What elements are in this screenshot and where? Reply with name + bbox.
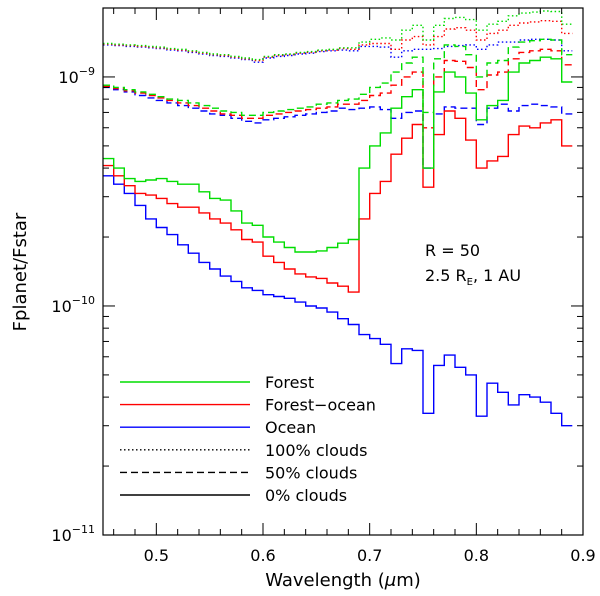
annotation-resolution: R = 50 [425, 241, 480, 260]
series-forest-ocean-0-clouds [103, 110, 573, 293]
legend-label-3: 100% clouds [265, 441, 368, 460]
y-tick-label: 10−11 [51, 523, 95, 545]
annotation-planet: 2.5 RE, 1 AU [425, 266, 521, 288]
legend-label-5: 0% clouds [265, 486, 347, 505]
x-tick-label: 0.9 [570, 546, 595, 565]
ticks-layer: 0.5 0.6 0.7 0.8 0.9 10−9 10−10 10−11 [51, 8, 596, 565]
series-layer [103, 10, 573, 427]
series-forest-100-clouds [103, 10, 573, 61]
legend-label-4: 50% clouds [265, 463, 357, 482]
y-axis-label: Fplanet/Fstar [10, 212, 31, 331]
x-tick-label: 0.6 [250, 546, 275, 565]
series-forest-ocean-50-clouds [103, 48, 573, 129]
x-axis-label-prefix: Wavelength ( [265, 570, 385, 591]
series-ocean-50-clouds [103, 86, 573, 169]
x-tick-label: 0.7 [357, 546, 382, 565]
legend-label-0: Forest [265, 373, 314, 392]
series-forest-50-clouds [103, 38, 573, 116]
x-axis-label-mu: μ [384, 570, 396, 591]
annotation-planet-sub: E [467, 277, 473, 288]
y-tick-label: 10−9 [58, 65, 95, 87]
legend: Forest Forest−ocean Ocean 100% clouds 50% cl… [120, 373, 376, 505]
x-tick-label: 0.8 [464, 546, 489, 565]
series-forest-ocean-100-clouds [103, 20, 573, 62]
annotation-planet-prefix: 2.5 R [425, 266, 467, 285]
x-axis-label-suffix: m) [396, 570, 421, 591]
series-forest-0-clouds [103, 56, 573, 253]
x-tick-label: 0.5 [144, 546, 169, 565]
y-tick-label: 10−10 [51, 294, 95, 316]
plot-frame [102, 7, 584, 536]
legend-label-1: Forest−ocean [265, 396, 376, 415]
x-axis-label: Wavelength (μm) [265, 570, 421, 591]
series-ocean-0-clouds [103, 175, 573, 427]
annotation-planet-suffix: , 1 AU [473, 266, 521, 285]
legend-label-2: Ocean [265, 418, 316, 437]
